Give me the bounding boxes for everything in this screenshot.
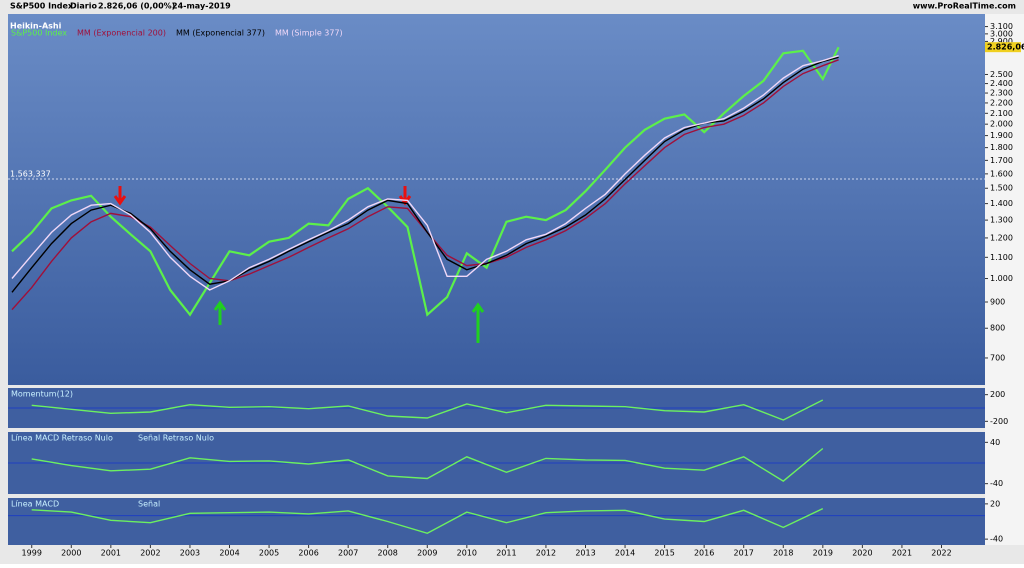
x-tick-label: 1999 xyxy=(22,549,42,558)
arrow xyxy=(213,300,227,325)
y-tick-label: 700 xyxy=(990,353,1005,362)
x-tick-label: 2019 xyxy=(813,549,833,558)
y-tick-label: 1.700 xyxy=(990,156,1013,165)
x-tick-label: 2002 xyxy=(140,549,160,558)
y-tick-label: 1.900 xyxy=(990,131,1013,140)
panel-title: Línea MACD Retraso Nulo xyxy=(11,434,113,443)
y-tick-label: 3.000 xyxy=(990,29,1013,38)
y-tick-label: -40 xyxy=(990,535,1003,544)
y-tick-label: 2.900 xyxy=(990,37,1013,46)
y-tick-label: 1.400 xyxy=(990,199,1013,208)
x-tick-label: 2018 xyxy=(773,549,793,558)
y-tick-label: 1.100 xyxy=(990,253,1013,262)
legend-entry: S&P500 Index xyxy=(11,29,67,38)
main-panel xyxy=(8,14,985,385)
arrow xyxy=(113,186,127,206)
series-line xyxy=(11,46,840,317)
price-tag xyxy=(985,42,1021,53)
x-tick-label: 2013 xyxy=(575,549,595,558)
series-line xyxy=(31,507,824,535)
y-tick-label: 2.100 xyxy=(990,109,1013,118)
arrow xyxy=(471,302,485,343)
y-tick-label: -40 xyxy=(990,479,1003,488)
panel-title: Línea MACD xyxy=(11,500,59,509)
panel-subtitle: Señal xyxy=(138,500,160,509)
y-tick-label: 900 xyxy=(990,298,1005,307)
date: 24-may-2019 xyxy=(172,2,231,11)
panel xyxy=(8,498,985,545)
y-tick-label: 1.500 xyxy=(990,184,1013,193)
y-tick-label: 1.600 xyxy=(990,169,1013,178)
y-tick-label: 1.300 xyxy=(990,216,1013,225)
series-line xyxy=(31,447,824,482)
x-tick-label: 2000 xyxy=(61,549,81,558)
x-tick-label: 2004 xyxy=(219,549,239,558)
legend-entry: MM (Exponencial 200) xyxy=(77,29,166,38)
x-tick-label: 2006 xyxy=(298,549,318,558)
title: S&P500 Index xyxy=(10,2,74,11)
level-label: 1.563,337 xyxy=(10,170,51,179)
x-tick-label: 2009 xyxy=(417,549,437,558)
site: www.ProRealTime.com xyxy=(913,2,1016,11)
x-tick-label: 2005 xyxy=(259,549,279,558)
x-tick-label: 2008 xyxy=(378,549,398,558)
x-tick-label: 2003 xyxy=(180,549,200,558)
y-tick-label: 800 xyxy=(990,324,1005,333)
x-tick-label: 2012 xyxy=(536,549,556,558)
x-tick-label: 2016 xyxy=(694,549,714,558)
price-tag-label: 2.826,06 xyxy=(987,43,1024,52)
x-tick-label: 2021 xyxy=(892,549,912,558)
y-tick-label: 200 xyxy=(990,390,1005,399)
y-tick-label: 1.000 xyxy=(990,274,1013,283)
y-tick-label: 40 xyxy=(990,438,1000,447)
y-tick-label: 3.100 xyxy=(990,22,1013,31)
y-tick-label: 2.300 xyxy=(990,89,1013,98)
y-tick-label: 2.200 xyxy=(990,98,1013,107)
y-tick-label: 2.400 xyxy=(990,79,1013,88)
panel-title: Momentum(12) xyxy=(11,390,73,399)
legend-entry: MM (Exponencial 377) xyxy=(176,29,265,38)
x-tick-label: 2007 xyxy=(338,549,358,558)
x-tick-label: 2011 xyxy=(496,549,516,558)
period: Diario xyxy=(70,2,97,11)
x-tick-label: 2001 xyxy=(101,549,121,558)
y-tick-label: 2.500 xyxy=(990,70,1013,79)
x-tick-label: 2010 xyxy=(457,549,477,558)
y-tick-label: 1.800 xyxy=(990,143,1013,152)
x-tick-label: 2014 xyxy=(615,549,635,558)
series-line xyxy=(11,55,839,291)
y-tick-label: 2.000 xyxy=(990,120,1013,129)
y-tick-label: 20 xyxy=(990,499,1000,508)
y-tick-label: 1.200 xyxy=(990,233,1013,242)
series-line xyxy=(31,399,824,421)
price-axis xyxy=(985,14,1024,545)
x-tick-label: 2017 xyxy=(734,549,754,558)
x-tick-label: 2020 xyxy=(852,549,872,558)
y-tick-label: -200 xyxy=(990,417,1008,426)
legend-entry: MM (Simple 377) xyxy=(275,29,343,38)
x-tick-label: 2022 xyxy=(931,549,951,558)
x-tick-label: 2015 xyxy=(654,549,674,558)
style: Heikin-Ashi xyxy=(10,22,62,31)
panel-subtitle: Señal Retraso Nulo xyxy=(138,434,214,443)
quote: 2.826,06 (0,00%) xyxy=(98,2,175,11)
